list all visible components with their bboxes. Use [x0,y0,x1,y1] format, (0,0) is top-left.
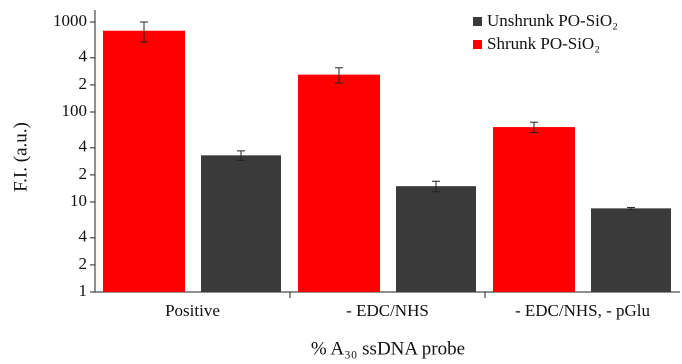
bar [298,74,380,292]
y-tick-label: 4 [79,47,88,66]
y-tick-label: 10 [70,191,87,210]
x-axis-label: % A₃₀ ssDNA probe [311,338,465,359]
x-tick-label: - EDC/NHS [346,301,429,320]
legend-swatch [473,17,482,26]
y-axis-label: F.I. (a.u.) [10,122,31,192]
y-tick-label: 4 [79,137,88,156]
y-tick-label: 1000 [53,11,87,30]
y-tick-label: 2 [79,74,88,93]
bar [103,30,185,293]
legend-label: Shrunk PO-SiO₂ [487,34,600,53]
bar [396,186,476,292]
y-tick-label: 4 [79,227,88,246]
bar [493,127,575,293]
x-tick-label: - EDC/NHS, - pGlu [515,301,651,320]
y-tick-label: 100 [62,101,88,120]
bar [201,155,281,292]
legend-swatch [473,40,482,49]
bar [591,208,671,292]
x-tick-label: Positive [165,301,220,320]
y-tick-label: 2 [79,164,88,183]
y-tick-label: 2 [79,254,88,273]
legend-label: Unshrunk PO-SiO₂ [487,11,618,30]
y-tick-label: 1 [79,281,88,300]
